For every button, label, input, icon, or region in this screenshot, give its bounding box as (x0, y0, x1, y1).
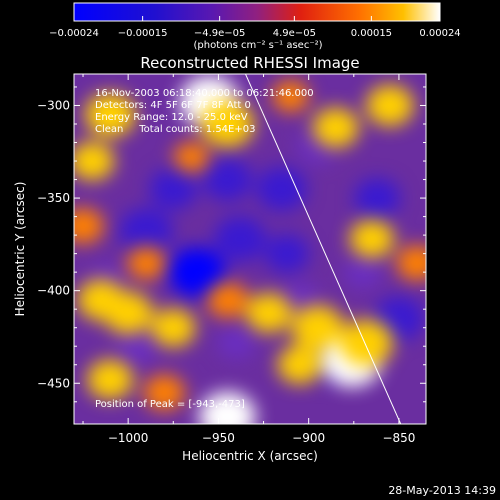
colorbar-tick-label: −0.00024 (49, 28, 99, 39)
y-tick-label: −300 (37, 98, 70, 112)
y-tick-label: −350 (37, 191, 70, 205)
heatmap-blob (339, 319, 394, 366)
heatmap-blob (256, 166, 307, 211)
heatmap-blob (245, 292, 292, 333)
colorbar-tick-label: −4.9e−05 (194, 28, 246, 39)
colorbar-label: (photons cm⁻² s⁻¹ asec⁻²) (193, 40, 322, 51)
heatmap-blobs (74, 75, 426, 424)
x-axis-label: Heliocentric X (arcsec) (182, 449, 318, 463)
annotation-peak: Position of Peak = [-943,-473] (95, 399, 245, 410)
heatmap-blob (119, 208, 174, 255)
heatmap-blob (143, 374, 185, 411)
colorbar-tick-label: 0.00024 (419, 28, 460, 39)
heatmap-blob (396, 244, 426, 281)
colorbar-tick-label: 4.9e−05 (273, 28, 316, 39)
y-axis-ticks: −300 −350 −400 −450 (37, 86, 426, 403)
plot-frame (73, 73, 427, 425)
colorbar (73, 2, 441, 22)
heatmap-blob (206, 281, 249, 318)
colorbar-tick-label: 0.00015 (351, 28, 392, 39)
y-tick-label: −450 (37, 376, 70, 390)
x-tick-label: −1000 (108, 431, 149, 445)
annotation-energy: Energy Range: 12.0 - 25.0 keV (95, 112, 248, 123)
heatmap-blob (343, 255, 382, 289)
heatmap-blob (74, 207, 104, 244)
colorbar-tick-label: −0.00015 (118, 28, 168, 39)
heatmap-blob (264, 234, 310, 273)
heatmap-blob (277, 345, 322, 385)
solar-limb-line (245, 74, 402, 424)
heatmap-blob (149, 168, 198, 210)
x-tick-label: −900 (292, 431, 325, 445)
heatmap-blob (349, 219, 395, 259)
heatmap-blob (272, 80, 310, 113)
heatmap-blob (127, 246, 166, 280)
annotation-time: 16-Nov-2003 06:18:40.000 to 06:21:46.000 (95, 88, 314, 99)
heatmap-blob (173, 142, 209, 173)
heatmap-blob (199, 391, 256, 424)
heatmap-blob (168, 247, 226, 297)
heatmap-blob (74, 141, 115, 181)
heatmap-blob (87, 359, 134, 400)
x-tick-label: −850 (382, 431, 415, 445)
annotation-detectors: Detectors: 4F 5F 6F 7F 8F Att 0 (95, 100, 251, 111)
heatmap-blob (366, 84, 414, 127)
heatmap-blob (217, 325, 256, 360)
chart-title: Reconstructed RHESSI Image (140, 54, 359, 72)
heatmap-blob (354, 178, 401, 219)
y-tick-label: −400 (37, 284, 70, 298)
heatmap-blob (200, 100, 255, 148)
heatmap-blob (116, 328, 158, 365)
heatmap-blob (103, 291, 153, 335)
heatmap-blob (214, 216, 267, 262)
y-axis-label: Heliocentric Y (arcsec) (13, 182, 27, 317)
heatmap-blob (312, 107, 359, 148)
annotation-clean: Clean Total counts: 1.54E+03 (95, 124, 255, 135)
heatmap-blob (291, 305, 344, 351)
x-tick-label: −950 (202, 431, 235, 445)
heatmap-blob (202, 158, 252, 201)
x-axis-ticks: −1000 −950 −900 −850 (82, 74, 415, 445)
heatmap-blob (151, 308, 196, 348)
heatmap-blob (84, 92, 136, 137)
footer-date: 28-May-2013 14:39 (388, 484, 496, 497)
colorbar-ticks: −0.00024 −0.00015 −4.9e−05 4.9e−05 0.00015 0.… (49, 16, 461, 39)
